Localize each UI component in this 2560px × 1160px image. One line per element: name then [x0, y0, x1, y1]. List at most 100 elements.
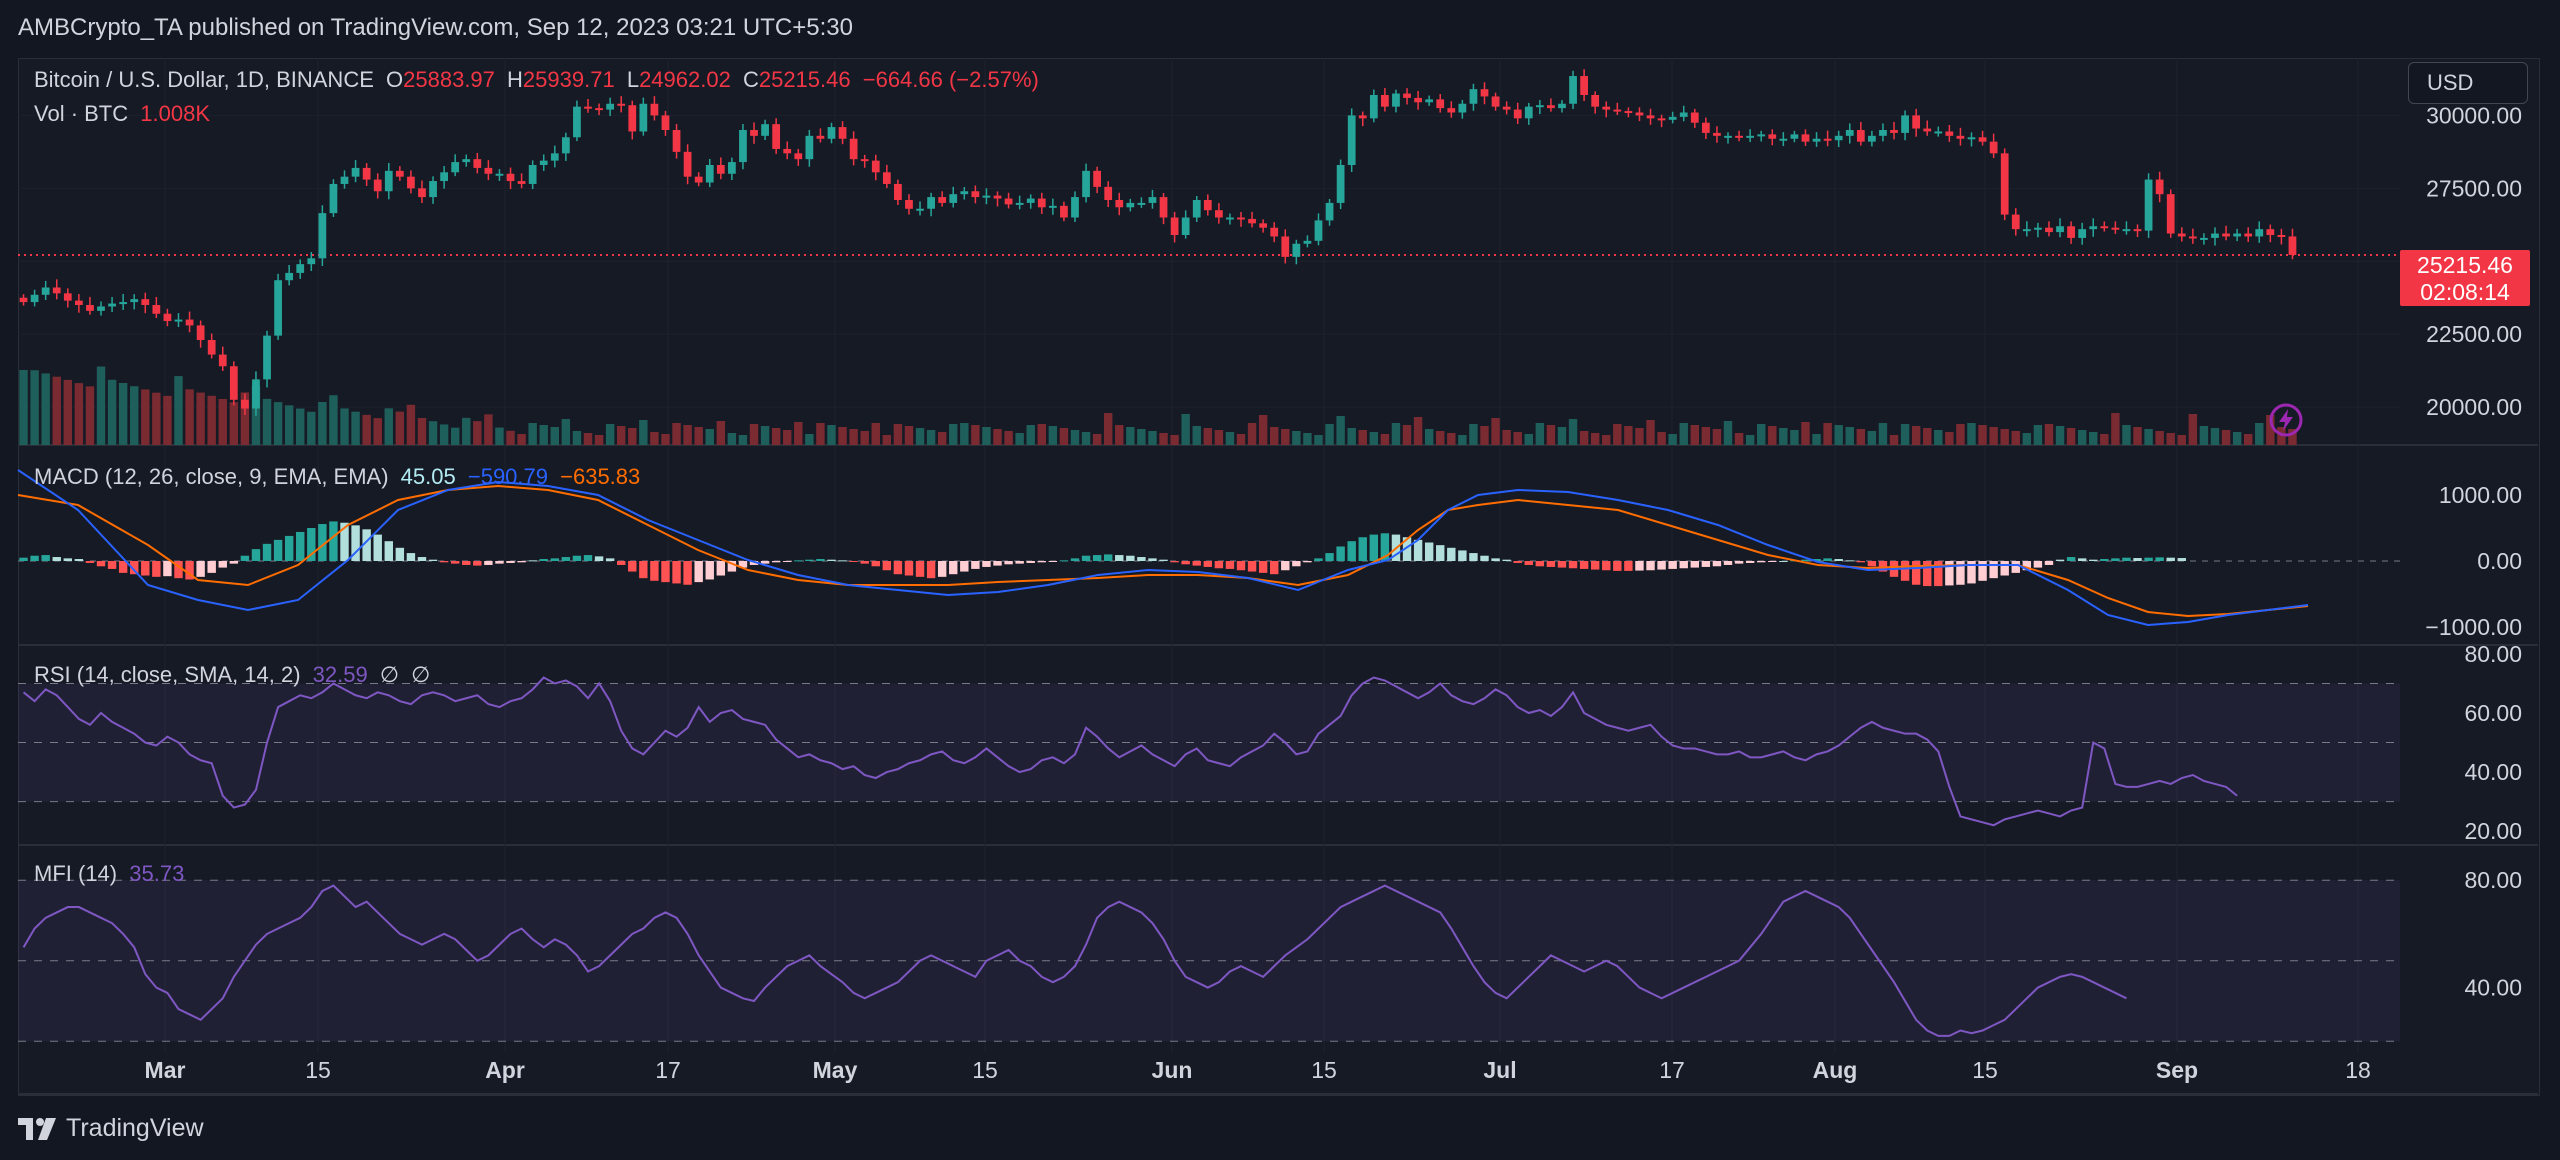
macd-line: [17, 469, 2309, 627]
macd-histogram-bar: [1214, 561, 1224, 569]
candle-body: [1934, 131, 1943, 134]
macd-histogram-bar: [462, 561, 471, 565]
macd-histogram-bar: [495, 561, 504, 564]
candle-body: [451, 162, 460, 173]
candle-body: [1624, 111, 1633, 114]
candle-body: [2233, 233, 2241, 237]
volume-bar: [1657, 432, 1666, 445]
candle-body: [1325, 202, 1334, 221]
candle-body: [2166, 194, 2175, 234]
macd-histogram-bar: [19, 557, 28, 561]
candle-body: [1237, 217, 1245, 220]
candle-body: [440, 172, 448, 182]
symbol-name[interactable]: Bitcoin / U.S. Dollar, 1D, BINANCE: [34, 67, 374, 92]
volume-bar: [1723, 421, 1733, 445]
candle-body: [384, 170, 393, 192]
volume-bar: [949, 424, 958, 445]
macd-histogram-bar: [1402, 537, 1412, 561]
mfi-label[interactable]: MFI (14): [34, 861, 118, 886]
rsi-label[interactable]: RSI (14, close, SMA, 14, 2): [34, 662, 301, 687]
volume-bar: [2166, 433, 2175, 445]
macd-histogram-bar: [849, 561, 858, 562]
macd-histogram-bar: [949, 561, 958, 575]
candle-body: [1779, 138, 1788, 141]
macd-histogram-bar: [1192, 561, 1201, 566]
macd-histogram-bar: [1458, 550, 1467, 561]
candle-body: [1137, 202, 1146, 205]
macd-histogram-bar: [1945, 561, 1954, 586]
macd-signal-line: [17, 484, 2309, 618]
candle-body: [2277, 235, 2286, 237]
candle-body: [2288, 236, 2297, 255]
volume-bar: [827, 425, 836, 445]
volume-bar: [1336, 416, 1345, 445]
volume-label[interactable]: Vol · BTC: [34, 101, 129, 126]
volume-bar: [517, 434, 526, 445]
macd-histogram-bar: [506, 561, 515, 563]
volume-bar: [450, 427, 460, 445]
volume-bar: [915, 428, 925, 445]
macd-histogram-bar: [107, 561, 117, 569]
candle-body: [285, 272, 294, 281]
candle-body: [650, 103, 659, 116]
volume-bar: [1491, 418, 1500, 445]
macd-histogram-bar: [1845, 560, 1854, 562]
candle-body: [1292, 243, 1301, 257]
candle-body: [1613, 109, 1622, 112]
volume-bar: [982, 427, 991, 445]
macd-histogram-bar: [1602, 561, 1611, 571]
time-axis-tick: 17: [1659, 1057, 1685, 1083]
candle-body: [871, 160, 880, 173]
macd-histogram-bar: [738, 561, 748, 568]
volume-bar: [1126, 427, 1135, 445]
macd-histogram-bar: [1690, 561, 1700, 568]
time-axis-tick: 17: [655, 1057, 681, 1083]
macd-histogram-bar: [340, 522, 349, 561]
candle-body: [174, 319, 183, 322]
volume-bar: [904, 426, 914, 445]
volume-bar: [539, 425, 548, 445]
macd-histogram-bar: [1358, 537, 1367, 561]
volume-bar: [805, 434, 814, 445]
volume-bar: [1281, 429, 1290, 445]
volume-bar: [993, 429, 1002, 445]
volume-bar: [1546, 425, 1556, 445]
volume-bar: [462, 417, 471, 445]
candle-body: [849, 138, 858, 160]
volume-bar: [705, 429, 714, 445]
macd-histogram-bar: [2122, 557, 2131, 561]
macd-histogram-bar: [52, 557, 61, 561]
currency-button[interactable]: USD: [2408, 62, 2528, 104]
candle-body: [1912, 115, 1921, 129]
macd-histogram-bar: [1568, 561, 1578, 569]
candle-body: [1713, 132, 1721, 136]
candle-body: [1358, 115, 1367, 119]
volume-bar: [229, 402, 239, 445]
candle-body: [1558, 103, 1566, 109]
macd-histogram-bar: [185, 561, 194, 580]
macd-label[interactable]: MACD (12, 26, close, 9, EMA, EMA): [34, 464, 389, 489]
chart-panel[interactable]: [18, 58, 2540, 1096]
macd-histogram-bar: [240, 555, 250, 561]
candle-body: [595, 108, 603, 111]
time-axis-tick: Jul: [1483, 1057, 1516, 1083]
volume-bar: [1712, 429, 1722, 445]
macd-histogram-bar: [1181, 561, 1190, 565]
candle-body: [1989, 141, 1998, 154]
candle-body: [1015, 202, 1024, 205]
candle-body: [2011, 214, 2020, 230]
candle-body: [130, 299, 139, 303]
macd-histogram-bar: [915, 561, 925, 577]
lightning-icon[interactable]: [2268, 402, 2304, 438]
volume-bar: [594, 435, 604, 445]
candle-body: [1845, 130, 1854, 136]
candle-body: [296, 264, 305, 273]
volume-bar: [30, 370, 39, 445]
volume-bar: [1413, 417, 1423, 445]
tradingview-logo[interactable]: TradingView: [18, 1114, 204, 1143]
candle-body: [1270, 227, 1279, 237]
high-label: H: [507, 67, 523, 92]
macd-hist-value: 45.05: [400, 464, 456, 489]
mfi-value: 35.73: [129, 861, 185, 886]
